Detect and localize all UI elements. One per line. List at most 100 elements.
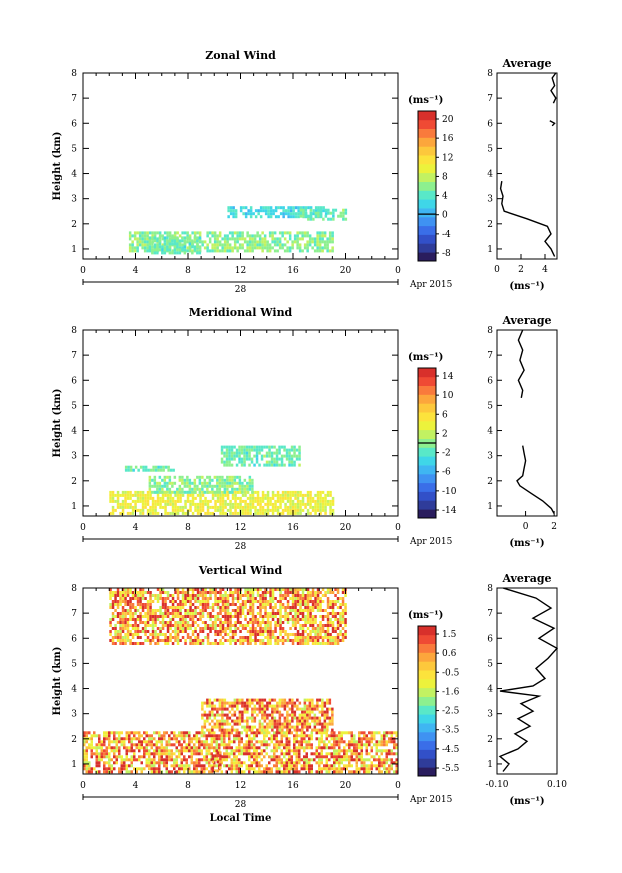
heatmap-cell — [155, 731, 158, 735]
heatmap-cell — [239, 612, 242, 615]
heatmap-cell — [181, 606, 185, 609]
heatmap-cell — [201, 499, 205, 503]
heatmap-cell — [184, 597, 187, 600]
heatmap-cell — [201, 701, 204, 705]
heatmap-cell — [218, 701, 222, 705]
heatmap-cell — [146, 609, 150, 612]
heatmap-cell — [184, 639, 187, 642]
heatmap-cell — [223, 243, 227, 247]
heatmap-cell — [365, 764, 368, 768]
heatmap-cell — [303, 755, 306, 759]
heatmap-cell — [216, 707, 219, 711]
heatmap-cell — [291, 597, 295, 600]
heatmap-cell — [283, 698, 287, 702]
heatmap-cell — [240, 445, 244, 449]
heatmap-cell — [150, 764, 153, 768]
heatmap-cell — [244, 499, 247, 503]
heatmap-cell — [238, 701, 242, 705]
heatmap-cell — [331, 612, 335, 615]
heatmap-cell — [286, 249, 289, 253]
heatmap-cell — [151, 505, 155, 509]
heatmap-cell — [323, 764, 326, 768]
heatmap-cell — [393, 752, 396, 756]
heatmap-cell — [216, 496, 220, 500]
heatmap-cell — [121, 502, 125, 506]
heatmap-cell — [276, 719, 279, 723]
heatmap-cell — [185, 758, 188, 762]
heatmap-cell — [298, 713, 302, 717]
heatmap-cell — [195, 761, 198, 765]
heatmap-cell — [95, 734, 98, 738]
heatmap-cell — [115, 746, 118, 750]
heatmap-cell — [183, 236, 187, 240]
heatmap-cell — [200, 740, 203, 744]
heatmap-cell — [183, 770, 186, 774]
heatmap-cell — [288, 698, 292, 702]
heatmap-cell — [263, 755, 266, 759]
heatmap-cell — [326, 701, 329, 705]
heatmap-cell — [262, 209, 265, 213]
heatmap-cell — [276, 490, 280, 494]
heatmap-cell — [360, 749, 363, 753]
heatmap-cell — [385, 752, 388, 756]
heatmap-cell — [390, 758, 393, 762]
heatmap-cell — [318, 698, 322, 702]
heatmap-cell — [144, 639, 147, 642]
heatmap-cell — [251, 499, 255, 503]
heatmap-cell — [313, 707, 317, 711]
heatmap-cell — [186, 621, 190, 624]
heatmap-cell — [289, 612, 292, 615]
heatmap-cell — [360, 767, 363, 771]
heatmap-cell — [109, 630, 112, 633]
heatmap-cell — [245, 445, 249, 449]
heatmap-cell — [153, 731, 156, 735]
heatmap-cell — [156, 511, 160, 515]
heatmap-cell — [203, 719, 207, 723]
heatmap-cell — [149, 615, 152, 618]
heatmap-cell — [198, 251, 202, 255]
heatmap-cell — [147, 468, 150, 472]
heatmap-cell — [166, 499, 170, 503]
heatmap-cell — [156, 639, 160, 642]
heatmap-cell — [256, 728, 259, 732]
heatmap-cell — [314, 636, 317, 639]
heatmap-cell — [241, 701, 244, 705]
heatmap-cell — [241, 484, 244, 488]
heatmap-cell — [326, 249, 329, 253]
heatmap-cell — [153, 231, 157, 235]
heatmap-cell — [236, 496, 240, 500]
heatmap-cell — [211, 754, 215, 758]
heatmap-cell — [249, 209, 253, 213]
heatmap-cell — [239, 642, 242, 645]
heatmap-cell — [168, 231, 172, 235]
heatmap-cell — [385, 755, 388, 759]
heatmap-cell — [145, 743, 148, 747]
heatmap-cell — [155, 767, 158, 771]
heatmap-cell — [131, 505, 135, 509]
heatmap-cell — [261, 642, 265, 645]
heatmap-cell — [315, 737, 318, 741]
heatmap-cell — [281, 597, 285, 600]
heatmap-cell — [261, 615, 265, 618]
heatmap-cell — [241, 511, 245, 515]
heatmap-cell — [268, 713, 272, 717]
heatmap-cell — [231, 615, 235, 618]
heatmap-cell — [206, 234, 209, 238]
heatmap-cell — [213, 249, 217, 253]
heatmap-cell — [158, 475, 162, 479]
heatmap-cell — [331, 237, 334, 241]
heatmap-cell — [204, 588, 207, 591]
heatmap-cell — [180, 737, 183, 741]
heatmap-cell — [329, 624, 332, 627]
heatmap-cell — [328, 707, 332, 711]
heatmap-cell — [166, 475, 169, 479]
heatmap-cell — [287, 206, 290, 210]
heatmap-cell — [156, 490, 159, 494]
heatmap-cell — [229, 621, 232, 624]
heatmap-cell — [161, 639, 165, 642]
heatmap-cell — [283, 463, 286, 467]
heatmap-cell — [126, 496, 130, 500]
heatmap-cell — [145, 734, 148, 738]
heatmap-cell — [228, 484, 232, 488]
heatmap-cell — [318, 761, 321, 765]
